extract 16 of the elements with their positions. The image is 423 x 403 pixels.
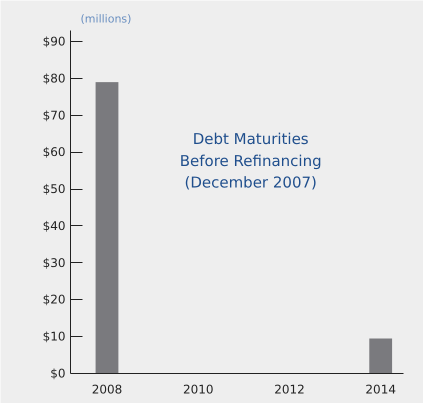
text: Debt Maturities Before Refinancing (December 2007) — [180, 130, 322, 192]
x-tick-label: 2012 — [274, 382, 305, 396]
y-tick-label: $70 — [42, 108, 66, 122]
y-tick-label: $10 — [42, 330, 66, 344]
y-tick-label: $80 — [42, 71, 66, 86]
y-tick-label: $20 — [42, 292, 66, 307]
x-tick-label: 2014 — [365, 382, 396, 396]
y-tick-label: $30 — [42, 256, 66, 270]
y-tick-label: $50 — [42, 182, 66, 196]
y-tick-label: $40 — [42, 218, 66, 233]
x-tick-label: 2010 — [182, 382, 214, 396]
y-tick-label: $0 — [50, 366, 66, 380]
y-tick-label: $90 — [42, 34, 66, 49]
x-tick-label: 2008 — [92, 382, 122, 396]
y-tick-label: $60 — [42, 145, 66, 160]
y-axis-title: (millions) — [80, 12, 132, 26]
